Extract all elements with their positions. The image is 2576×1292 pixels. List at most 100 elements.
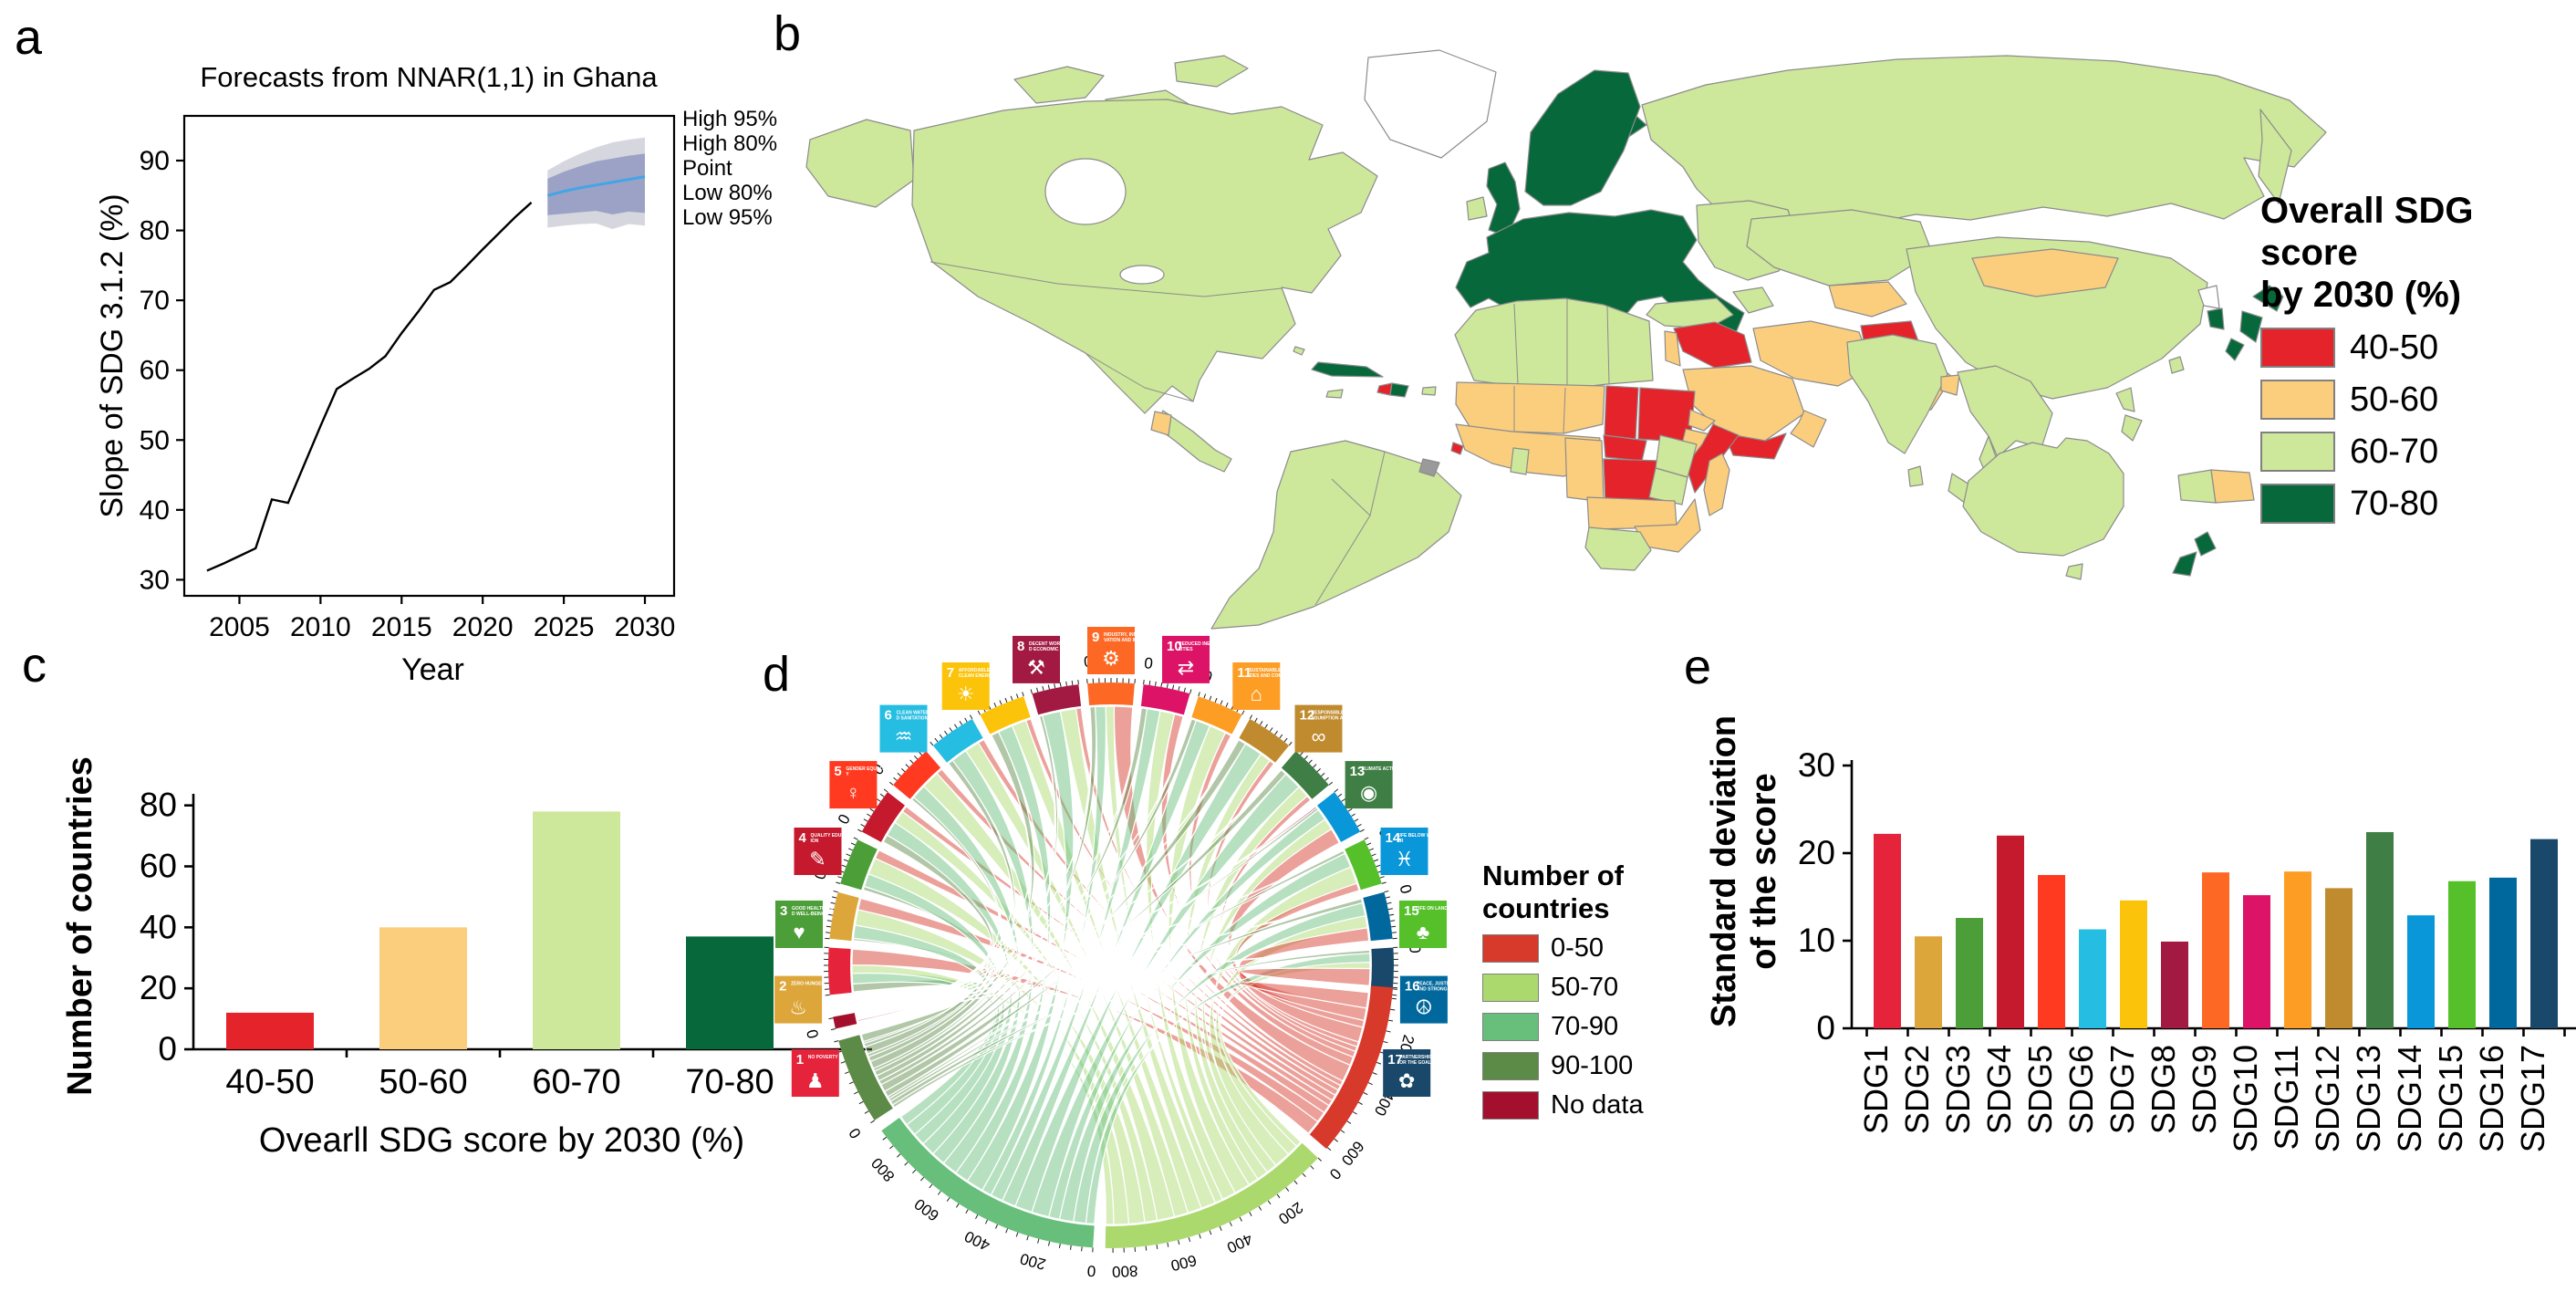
chord-ribbon xyxy=(876,707,1148,1082)
map-legend-label: 50-60 xyxy=(2350,380,2439,419)
map-japan xyxy=(2252,285,2284,312)
map-arctic-islands xyxy=(1013,66,1105,104)
svg-text:80: 80 xyxy=(140,216,170,246)
panel-c-label: c xyxy=(22,638,47,693)
svg-text:2: 2 xyxy=(779,979,786,995)
chord-arc-SDG13 xyxy=(1281,751,1329,799)
bar-SDG4 xyxy=(1997,835,2024,1028)
svg-text:Y: Y xyxy=(846,772,849,777)
chord-legend-label: 0-50 xyxy=(1551,933,1605,964)
chord-ribbon xyxy=(880,739,1247,1093)
svg-text:200: 200 xyxy=(1275,1199,1306,1228)
svg-text:0: 0 xyxy=(1816,1009,1835,1047)
svg-text:SDG3: SDG3 xyxy=(1939,1045,1977,1134)
bar-SDG7 xyxy=(2120,900,2147,1028)
chord-ribbon xyxy=(1002,719,1211,1207)
map-legend-label: 40-50 xyxy=(2350,328,2439,367)
world-map xyxy=(805,49,2327,630)
chord-ribbon xyxy=(922,772,1176,1222)
chord-legend-label: 70-90 xyxy=(1551,1012,1619,1042)
svg-text:2015: 2015 xyxy=(371,612,432,642)
chord-arc-SDG7 xyxy=(980,696,1031,735)
svg-text:0: 0 xyxy=(1086,1262,1096,1280)
chord-arc-cat-90-100 xyxy=(838,1035,893,1120)
chord-ribbon xyxy=(990,708,1161,1202)
svg-text:9: 9 xyxy=(1092,630,1099,645)
svg-text:SUSTAINABLE CI: SUSTAINABLE CI xyxy=(1249,668,1287,673)
map-north-africa xyxy=(1454,297,1654,390)
chord-legend-item: 50-70 xyxy=(1482,973,1756,1003)
chord-ribbon xyxy=(869,731,1035,1069)
chord-legend: Number of countries 0-50 50-70 70-90 90-100… xyxy=(1482,860,1756,1120)
bar-50-60 xyxy=(379,927,467,1049)
svg-text:40-50: 40-50 xyxy=(225,1063,314,1101)
forecast-chart: Forecasts from NNAR(1,1) in Ghana 30 40 50 6… xyxy=(95,61,777,687)
map-south-america xyxy=(1210,440,1462,630)
chord-legend-swatch xyxy=(1482,1013,1539,1042)
map-legend-swatch xyxy=(2260,328,2335,368)
chord-arc-SDG2 xyxy=(829,891,859,942)
chord-arc-SDG8 xyxy=(1032,684,1082,715)
svg-text:15: 15 xyxy=(1404,903,1419,919)
svg-text:90: 90 xyxy=(140,146,170,176)
sdg-icon-SDG8: 8 DECENT WORK AND ECONOMIC GROWT ⚒ xyxy=(1013,635,1077,683)
sdg-glyph-SDG17: ✿ xyxy=(1398,1069,1415,1092)
svg-text:10: 10 xyxy=(1798,922,1835,959)
forecast-legend-item: Low 95% xyxy=(682,205,773,230)
sdg-glyph-SDG8: ⚒ xyxy=(1027,656,1045,679)
chord-diagram: 0000000000000000000200020040060080002004… xyxy=(774,627,1459,1280)
bar-SDG9 xyxy=(2202,872,2229,1028)
bar-SDG8 xyxy=(2161,941,2188,1028)
svg-text:SDG17: SDG17 xyxy=(2514,1045,2551,1152)
svg-text:of the score: of the score xyxy=(1745,773,1783,969)
svg-text:INDUSTRY, INNO: INDUSTRY, INNO xyxy=(1104,632,1140,638)
chord-arc-SDG5 xyxy=(893,751,941,799)
sdg-icon-SDG3: 3 GOOD HEALTH AND WELL-BEING ♥ xyxy=(775,901,833,948)
svg-text:30: 30 xyxy=(140,565,170,595)
svg-text:60: 60 xyxy=(140,848,177,885)
svg-text:0: 0 xyxy=(846,1125,865,1141)
map-legend-item: 40-50 xyxy=(2260,328,2576,368)
forecast-legend-item: High 95% xyxy=(682,107,777,131)
panel-a-xlabel: Year xyxy=(401,652,464,687)
sdg-glyph-SDG4: ✎ xyxy=(809,848,826,870)
chord-arc-SDG14 xyxy=(1317,792,1361,842)
map-new-zealand xyxy=(2194,531,2217,557)
chord-legend-swatch xyxy=(1482,934,1539,964)
chord-arc-SDG11 xyxy=(1191,696,1242,735)
chord-ribbon xyxy=(884,768,1287,1098)
svg-text:6: 6 xyxy=(885,708,892,724)
svg-text:7: 7 xyxy=(947,665,954,681)
svg-text:QUALITY EDUCAT: QUALITY EDUCAT xyxy=(811,833,851,839)
chord-arc-SDG15 xyxy=(1345,839,1382,891)
svg-text:0: 0 xyxy=(835,811,854,827)
sdg-glyph-SDG6: ♒ xyxy=(895,725,913,748)
chord-ribbon xyxy=(1014,743,1262,1214)
sdg-glyph-SDG12: ∞ xyxy=(1312,725,1326,748)
svg-text:8: 8 xyxy=(1017,639,1024,654)
sdg-glyph-SDG13: ◉ xyxy=(1360,781,1377,804)
chord-ribbon xyxy=(1011,719,1202,1214)
svg-text:2030: 2030 xyxy=(615,612,676,642)
chord-arc-cat-No data xyxy=(833,1013,857,1029)
bar-40-50 xyxy=(226,1012,314,1049)
svg-text:600: 600 xyxy=(1338,1138,1367,1169)
chord-ribbon xyxy=(889,898,1364,1106)
chord-ribbon xyxy=(1215,914,1368,1155)
svg-text:60-70: 60-70 xyxy=(532,1063,620,1101)
bar-SDG14 xyxy=(2407,915,2435,1028)
sdg-glyph-SDG10: ⇄ xyxy=(1178,656,1194,679)
chord-ribbon xyxy=(874,705,1097,1077)
bar-SDG16 xyxy=(2489,877,2517,1028)
svg-text:0: 0 xyxy=(1143,654,1154,672)
svg-text:400: 400 xyxy=(1224,1230,1255,1256)
chord-arc-SDG10 xyxy=(1140,684,1190,715)
svg-text:1: 1 xyxy=(796,1052,804,1068)
svg-text:NO POVERTY: NO POVERTY xyxy=(808,1055,838,1060)
panel-c-xlabel: Ovearll SDG score by 2030 (%) xyxy=(259,1121,744,1160)
chord-ribbon xyxy=(1218,962,1371,1148)
svg-text:SDG1: SDG1 xyxy=(1857,1045,1895,1134)
